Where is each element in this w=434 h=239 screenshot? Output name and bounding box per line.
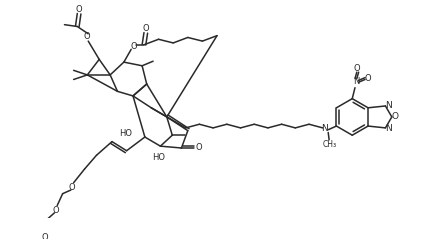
Text: O: O bbox=[52, 206, 59, 215]
Text: O: O bbox=[68, 183, 75, 192]
Text: N: N bbox=[320, 124, 327, 133]
Text: CH₃: CH₃ bbox=[322, 140, 336, 149]
Text: O: O bbox=[76, 5, 82, 14]
Text: N: N bbox=[384, 101, 391, 109]
Text: O: O bbox=[142, 24, 149, 33]
Text: O: O bbox=[41, 233, 48, 239]
Text: O: O bbox=[130, 42, 137, 51]
Text: O: O bbox=[353, 64, 359, 73]
Text: O: O bbox=[195, 143, 202, 152]
Text: N: N bbox=[353, 77, 359, 86]
Text: N: N bbox=[384, 124, 391, 133]
Text: O: O bbox=[83, 32, 89, 41]
Text: HO: HO bbox=[152, 153, 164, 162]
Text: HO: HO bbox=[119, 129, 132, 138]
Text: O: O bbox=[391, 112, 398, 121]
Text: O: O bbox=[364, 74, 370, 83]
